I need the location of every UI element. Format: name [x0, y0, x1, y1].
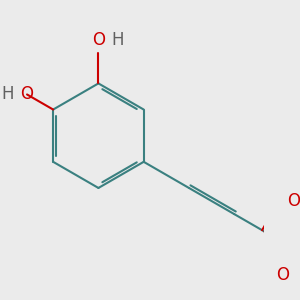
- Text: H: H: [112, 31, 124, 49]
- Text: O: O: [287, 192, 300, 210]
- Text: O: O: [20, 85, 34, 103]
- Text: O: O: [276, 266, 289, 284]
- Text: O: O: [92, 31, 105, 49]
- Text: H: H: [2, 85, 14, 103]
